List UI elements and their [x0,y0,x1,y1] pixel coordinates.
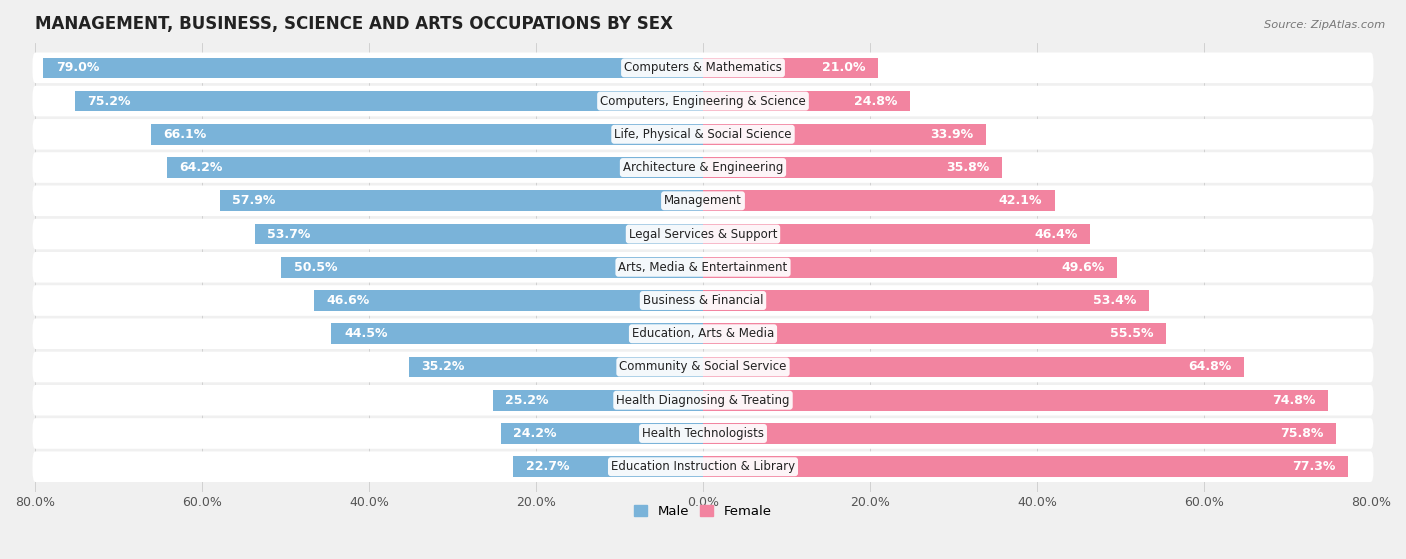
Bar [150,124,703,145]
Text: MANAGEMENT, BUSINESS, SCIENCE AND ARTS OCCUPATIONS BY SEX: MANAGEMENT, BUSINESS, SCIENCE AND ARTS O… [35,15,673,33]
Bar [332,324,703,344]
Bar [703,224,1091,244]
FancyBboxPatch shape [32,285,1374,316]
Text: Computers, Engineering & Science: Computers, Engineering & Science [600,94,806,107]
Text: Education Instruction & Library: Education Instruction & Library [612,460,794,473]
Text: 24.2%: 24.2% [513,427,557,440]
FancyBboxPatch shape [32,53,1374,83]
Bar [513,456,703,477]
Text: 79.0%: 79.0% [56,61,100,74]
FancyBboxPatch shape [32,86,1374,116]
Text: 35.8%: 35.8% [946,161,990,174]
Text: 75.8%: 75.8% [1279,427,1323,440]
FancyBboxPatch shape [32,319,1374,349]
Text: 24.8%: 24.8% [855,94,897,107]
Text: 50.5%: 50.5% [294,260,337,274]
Text: 57.9%: 57.9% [232,195,276,207]
Bar [703,257,1118,278]
FancyBboxPatch shape [32,152,1374,183]
FancyBboxPatch shape [32,385,1374,415]
Text: 42.1%: 42.1% [998,195,1042,207]
Text: Education, Arts & Media: Education, Arts & Media [631,327,775,340]
Text: Health Diagnosing & Treating: Health Diagnosing & Treating [616,394,790,407]
Text: Community & Social Service: Community & Social Service [619,361,787,373]
Text: 55.5%: 55.5% [1111,327,1154,340]
Text: Legal Services & Support: Legal Services & Support [628,228,778,240]
Bar [501,423,703,444]
Bar [492,390,703,410]
Text: Architecture & Engineering: Architecture & Engineering [623,161,783,174]
Text: Arts, Media & Entertainment: Arts, Media & Entertainment [619,260,787,274]
Text: Life, Physical & Social Science: Life, Physical & Social Science [614,128,792,141]
Bar [219,191,703,211]
Text: Health Technologists: Health Technologists [643,427,763,440]
Text: 64.8%: 64.8% [1188,361,1232,373]
Bar [703,124,986,145]
Bar [703,357,1244,377]
Bar [703,58,879,78]
Bar [703,324,1167,344]
Text: 46.6%: 46.6% [326,294,370,307]
FancyBboxPatch shape [32,252,1374,282]
Text: Management: Management [664,195,742,207]
Bar [703,390,1327,410]
Text: 66.1%: 66.1% [163,128,207,141]
Bar [703,91,910,111]
Bar [703,423,1336,444]
Text: 44.5%: 44.5% [344,327,388,340]
FancyBboxPatch shape [32,119,1374,150]
Text: Business & Financial: Business & Financial [643,294,763,307]
Text: 25.2%: 25.2% [505,394,548,407]
Text: 35.2%: 35.2% [422,361,465,373]
Bar [409,357,703,377]
Text: 53.7%: 53.7% [267,228,311,240]
FancyBboxPatch shape [32,418,1374,449]
Text: 53.4%: 53.4% [1092,294,1136,307]
Text: 22.7%: 22.7% [526,460,569,473]
Legend: Male, Female: Male, Female [628,500,778,523]
Text: Computers & Mathematics: Computers & Mathematics [624,61,782,74]
Text: 75.2%: 75.2% [87,94,131,107]
Text: 21.0%: 21.0% [823,61,866,74]
FancyBboxPatch shape [32,352,1374,382]
Bar [44,58,703,78]
Text: 33.9%: 33.9% [931,128,973,141]
Text: 77.3%: 77.3% [1292,460,1336,473]
Text: Source: ZipAtlas.com: Source: ZipAtlas.com [1264,20,1385,30]
Bar [281,257,703,278]
Text: 74.8%: 74.8% [1271,394,1315,407]
Bar [75,91,703,111]
Bar [254,224,703,244]
FancyBboxPatch shape [32,186,1374,216]
Bar [703,157,1002,178]
Text: 64.2%: 64.2% [180,161,222,174]
Bar [167,157,703,178]
FancyBboxPatch shape [32,219,1374,249]
Bar [703,290,1149,311]
Text: 49.6%: 49.6% [1062,260,1105,274]
Bar [703,456,1348,477]
Text: 46.4%: 46.4% [1035,228,1078,240]
Bar [314,290,703,311]
Bar [703,191,1054,211]
FancyBboxPatch shape [32,452,1374,482]
